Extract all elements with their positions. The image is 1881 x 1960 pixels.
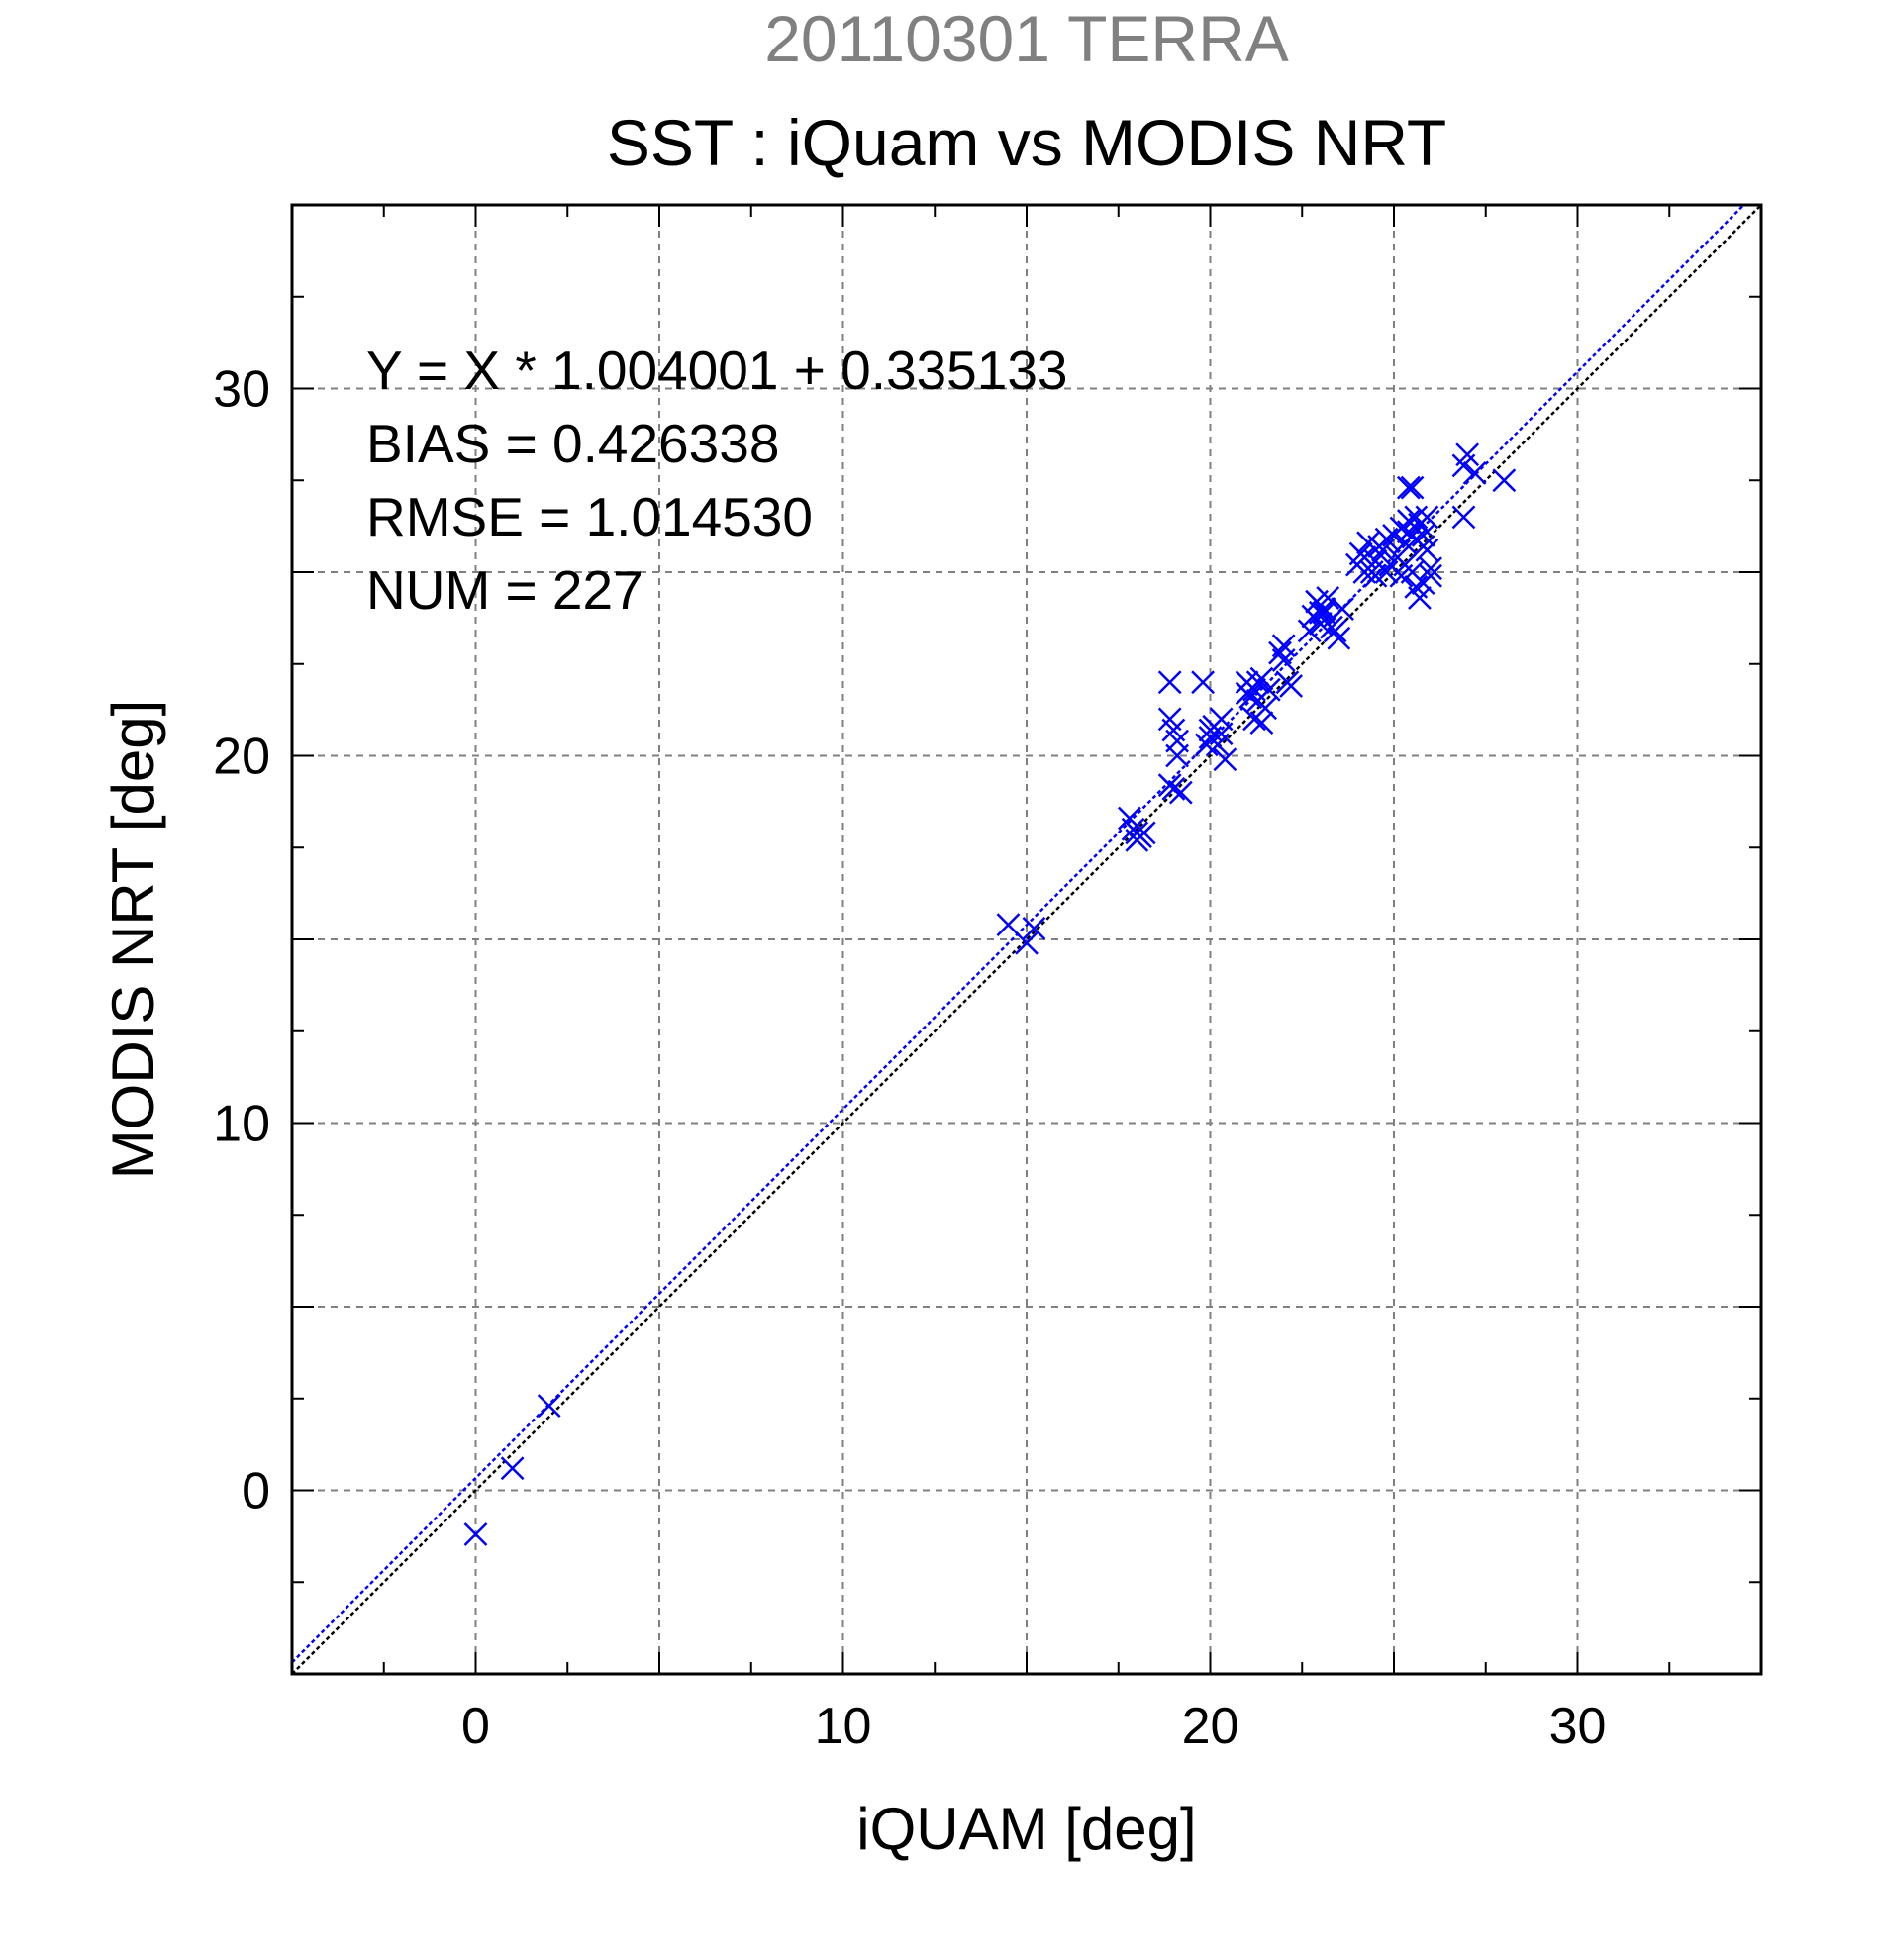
data-point xyxy=(1408,586,1432,610)
data-point xyxy=(1132,821,1156,845)
data-point xyxy=(1245,670,1270,695)
data-point xyxy=(1209,707,1234,732)
data-point xyxy=(1419,556,1442,581)
y-tick-label: 10 xyxy=(213,1096,270,1153)
data-point xyxy=(1323,619,1347,643)
data-point xyxy=(1213,747,1238,772)
data-point xyxy=(1312,600,1336,625)
data-point xyxy=(1271,648,1296,672)
data-point xyxy=(463,1522,488,1546)
data-point xyxy=(1157,670,1182,695)
data-point xyxy=(1419,563,1442,588)
x-axis-label: iQUAM [deg] xyxy=(856,1796,1196,1862)
x-tick-label: 10 xyxy=(815,1698,872,1755)
data-point xyxy=(1327,626,1351,650)
bias-text: BIAS = 0.426338 xyxy=(366,413,779,474)
fit-equation-text: Y = X * 1.004001 + 0.335133 xyxy=(366,340,1068,401)
y-axis-label: MODIS NRT [deg] xyxy=(100,700,166,1180)
data-point xyxy=(1161,777,1186,801)
data-point xyxy=(1400,475,1425,500)
tick-labels: 0 10 20 30 0 10 20 30 xyxy=(213,361,1606,1756)
data-points xyxy=(463,442,1517,1546)
data-point xyxy=(1451,505,1476,530)
data-point xyxy=(1256,677,1281,702)
data-point xyxy=(1492,468,1517,493)
x-tick-label: 20 xyxy=(1182,1698,1239,1755)
data-point xyxy=(1279,674,1304,698)
data-point xyxy=(1455,442,1480,467)
data-point xyxy=(1268,640,1292,665)
data-point xyxy=(500,1456,525,1481)
y-tick-label: 20 xyxy=(213,729,270,786)
data-point xyxy=(1015,931,1039,955)
data-point xyxy=(1253,696,1278,721)
data-point xyxy=(1462,460,1487,485)
data-point xyxy=(1168,780,1193,805)
x-tick-label: 0 xyxy=(461,1698,490,1755)
data-point xyxy=(1374,527,1399,551)
data-point xyxy=(1022,916,1046,940)
data-point xyxy=(1297,619,1322,643)
y-tick-label: 30 xyxy=(213,361,270,419)
count-text: NUM = 227 xyxy=(366,559,644,621)
data-point xyxy=(1316,586,1340,610)
y-tick-label: 0 xyxy=(242,1463,270,1520)
chart-supertitle: 20110301 TERRA xyxy=(764,2,1289,75)
data-point xyxy=(996,913,1021,937)
data-point xyxy=(1396,475,1421,500)
data-point xyxy=(1165,743,1189,768)
data-point xyxy=(1374,560,1399,584)
data-point xyxy=(1415,505,1439,530)
data-point xyxy=(1352,560,1377,584)
data-point xyxy=(537,1394,561,1419)
x-tick-label: 30 xyxy=(1549,1698,1607,1755)
data-point xyxy=(1194,733,1219,757)
data-point xyxy=(1415,538,1439,562)
data-point xyxy=(1249,711,1274,735)
chart-title: SST : iQuam vs MODIS NRT xyxy=(607,106,1446,179)
stats-box: Y = X * 1.004001 + 0.335133 BIAS = 0.426… xyxy=(366,340,1068,621)
data-point xyxy=(1404,505,1429,530)
rmse-text: RMSE = 1.014530 xyxy=(366,486,813,547)
data-point xyxy=(1191,670,1215,695)
plot-frame xyxy=(290,203,1763,1676)
data-point xyxy=(1331,597,1354,621)
grid-lines xyxy=(292,205,1761,1674)
data-point xyxy=(1411,524,1436,547)
